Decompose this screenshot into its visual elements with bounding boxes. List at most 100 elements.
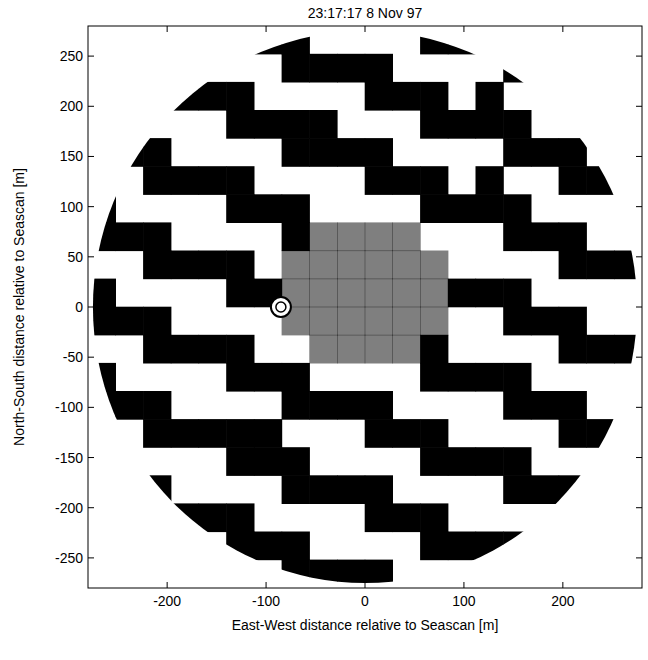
- cell: [309, 475, 337, 504]
- cell: [171, 335, 199, 364]
- cell: [365, 279, 393, 308]
- cell: [226, 251, 254, 280]
- cell: [476, 82, 504, 111]
- cell: [476, 54, 504, 83]
- cell: [559, 222, 587, 251]
- cell: [420, 560, 448, 588]
- cell: [115, 335, 143, 364]
- cell: [309, 26, 337, 54]
- cell: [226, 194, 254, 223]
- cell: [531, 166, 559, 195]
- cell: [337, 194, 365, 223]
- marker: [271, 297, 291, 317]
- cell: [503, 54, 531, 83]
- cell: [337, 335, 365, 364]
- cell: [614, 391, 642, 420]
- cell: [476, 503, 504, 532]
- cell: [199, 363, 227, 392]
- cell: [503, 419, 531, 448]
- cell: [254, 335, 282, 364]
- cell: [254, 251, 282, 280]
- cell: [171, 503, 199, 532]
- cell: [503, 447, 531, 476]
- cell: [199, 138, 227, 167]
- cell: [309, 560, 337, 588]
- cell: [476, 110, 504, 139]
- cell: [337, 279, 365, 308]
- y-tick-label: -150: [55, 450, 83, 466]
- cell: [337, 222, 365, 251]
- cell: [171, 279, 199, 308]
- y-tick: [636, 307, 642, 308]
- cell: [420, 279, 448, 308]
- cell: [476, 391, 504, 420]
- cell: [476, 335, 504, 364]
- cell: [531, 447, 559, 476]
- cell: [420, 419, 448, 448]
- cell: [476, 447, 504, 476]
- cell: [503, 532, 531, 561]
- cell: [392, 307, 420, 336]
- x-tick-label: 100: [452, 593, 476, 609]
- cell: [614, 222, 642, 251]
- cell: [282, 335, 310, 364]
- y-tick: [636, 507, 642, 508]
- cell: [226, 391, 254, 420]
- cell: [531, 82, 559, 111]
- cell: [226, 82, 254, 111]
- cell: [365, 166, 393, 195]
- y-tick-label: -250: [55, 550, 83, 566]
- cell: [309, 419, 337, 448]
- cell: [143, 279, 171, 308]
- cell: [282, 54, 310, 83]
- y-tick: [88, 256, 94, 257]
- cell: [282, 391, 310, 420]
- x-tick: [463, 26, 464, 32]
- cell: [365, 54, 393, 83]
- cell: [476, 138, 504, 167]
- cell: [365, 138, 393, 167]
- cell: [88, 335, 116, 364]
- cell: [503, 138, 531, 167]
- cell: [282, 222, 310, 251]
- cell: [309, 279, 337, 308]
- cell: [559, 335, 587, 364]
- y-tick: [636, 106, 642, 107]
- cell: [143, 447, 171, 476]
- cell: [586, 363, 614, 392]
- cell: [171, 391, 199, 420]
- cell: [476, 532, 504, 561]
- cell: [309, 251, 337, 280]
- cell: [448, 194, 476, 223]
- cell: [476, 363, 504, 392]
- y-tick-label: -100: [55, 399, 83, 415]
- cell: [476, 307, 504, 336]
- cell: [309, 166, 337, 195]
- cell: [420, 166, 448, 195]
- cell: [448, 307, 476, 336]
- cell: [282, 475, 310, 504]
- cell: [143, 335, 171, 364]
- cell: [282, 251, 310, 280]
- cell: [559, 279, 587, 308]
- cell: [476, 419, 504, 448]
- cell: [171, 251, 199, 280]
- y-tick: [636, 557, 642, 558]
- y-tick: [88, 307, 94, 308]
- cell: [420, 54, 448, 83]
- cell: [226, 335, 254, 364]
- cell: [88, 194, 116, 223]
- cell: [559, 475, 587, 504]
- cell: [531, 419, 559, 448]
- cell: [448, 419, 476, 448]
- cell: [503, 222, 531, 251]
- cell: [448, 475, 476, 504]
- cell: [226, 363, 254, 392]
- cell: [365, 560, 393, 588]
- cell: [365, 391, 393, 420]
- cell: [309, 503, 337, 532]
- cell: [199, 307, 227, 336]
- cell: [337, 138, 365, 167]
- cell: [282, 363, 310, 392]
- cell: [586, 447, 614, 476]
